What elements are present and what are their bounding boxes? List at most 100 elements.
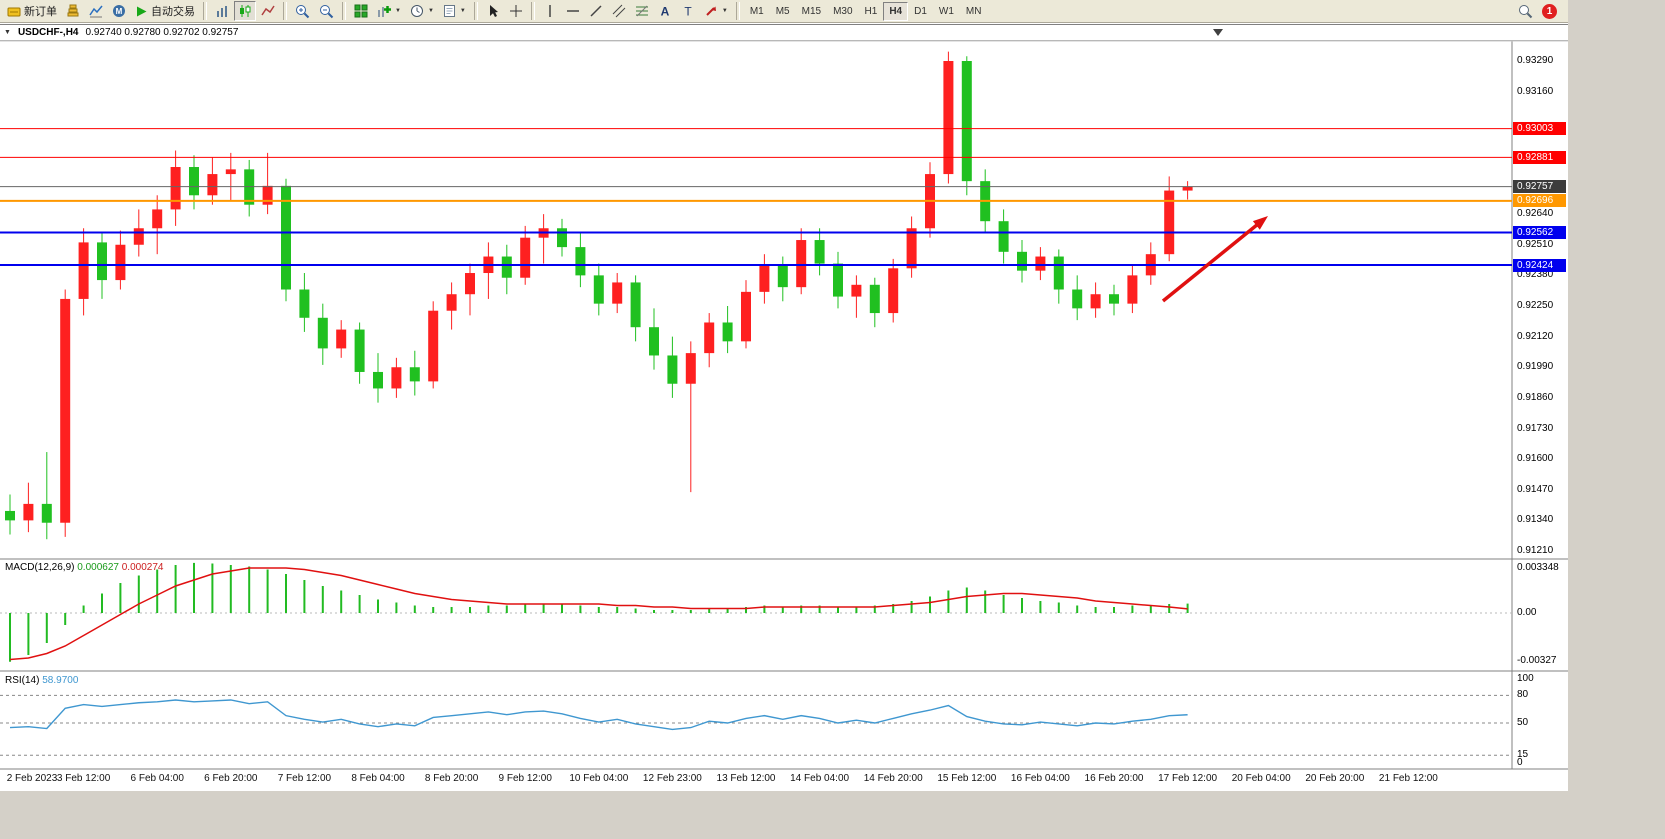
time-axis-label: 8 Feb 20:00	[424, 773, 479, 784]
macd-value-main: 0.000627	[77, 562, 119, 573]
price-level-label: 0.92881	[1513, 150, 1566, 164]
crosshair-button[interactable]	[505, 1, 527, 21]
time-axis-label: 9 Feb 12:00	[498, 773, 552, 784]
price-tick-label: 0.91340	[1517, 514, 1554, 526]
chevron-down-icon: ▼	[427, 8, 434, 14]
svg-text:A: A	[661, 5, 670, 19]
time-axis-label: 15 Feb 12:00	[937, 773, 997, 784]
clock-icon	[410, 5, 423, 17]
macd-label: MACD(12,26,9) 0.000627 0.000274	[5, 562, 163, 573]
cursor-button[interactable]	[482, 1, 504, 21]
bid-price-label: 0.92757	[1513, 180, 1566, 194]
macd-axis-label: 0.00	[1517, 607, 1537, 618]
collapse-chart-icon[interactable]: ▼	[4, 29, 11, 36]
timeframe-w1-button[interactable]: W1	[933, 2, 960, 21]
price-tick-label: 0.92510	[1517, 238, 1554, 250]
price-tick-label: 0.91730	[1517, 422, 1554, 434]
search-button[interactable]	[1514, 1, 1537, 21]
zoom-in-button[interactable]	[291, 1, 314, 21]
time-axis-label: 10 Feb 04:00	[569, 773, 629, 784]
trendline-button[interactable]	[585, 1, 607, 21]
time-axis-label: 6 Feb 20:00	[204, 773, 258, 784]
horizontal-line-button[interactable]	[562, 1, 584, 21]
new-order-button[interactable]: 新订单	[3, 1, 61, 21]
chart-canvas[interactable]	[0, 25, 1568, 791]
price-tick-label: 0.92380	[1517, 269, 1554, 281]
rsi-axis-label: 100	[1517, 673, 1534, 684]
tile-windows-button[interactable]	[350, 1, 372, 21]
timeframe-toolbar: M1 M5 M15 M30 H1 H4 D1 W1 MN	[744, 1, 988, 21]
autotrading-button[interactable]: 自动交易	[131, 1, 199, 21]
bar-chart-button[interactable]	[211, 1, 233, 21]
search-icon	[1519, 4, 1533, 18]
signals-button[interactable]	[85, 1, 107, 21]
new-order-label: 新订单	[24, 6, 57, 18]
time-axis-label: 7 Feb 12:00	[277, 773, 332, 784]
price-tick-label: 0.91990	[1517, 361, 1554, 373]
toolbar-separator	[283, 2, 287, 20]
price-tick-label: 0.93290	[1517, 55, 1554, 66]
vertical-line-button[interactable]	[539, 1, 561, 21]
timeframe-m15-button[interactable]: M15	[796, 2, 827, 21]
line-chart-button[interactable]	[257, 1, 279, 21]
label-icon: T	[684, 5, 692, 19]
fibonacci-icon	[635, 5, 648, 17]
svg-text:T: T	[684, 5, 692, 19]
chevron-down-icon: ▼	[459, 8, 466, 14]
play-icon	[137, 6, 147, 16]
macd-name: MACD(12,26,9)	[5, 562, 75, 573]
chart-info-bar: ▼ USDCHF-,H4 0.92740 0.92780 0.92702 0.9…	[0, 25, 1568, 41]
arrow-object-icon	[706, 6, 716, 16]
timeframe-h4-button[interactable]: H4	[883, 1, 909, 21]
market-button[interactable]	[62, 1, 84, 21]
time-axis-label: 3 Feb 12:00	[56, 773, 111, 784]
symbol-period-label: USDCHF-,H4	[17, 27, 79, 38]
time-axis-label: 17 Feb 12:00	[1158, 773, 1218, 784]
horizontal-line-icon	[566, 10, 579, 12]
timeframe-m30-button[interactable]: M30	[827, 2, 858, 21]
time-axis-label: 8 Feb 04:00	[351, 773, 405, 784]
timeframe-m1-button[interactable]: M1	[744, 2, 770, 21]
rsi-axis-label: 80	[1517, 689, 1529, 701]
price-level-label: 0.92424	[1513, 258, 1566, 272]
candlestick-icon	[240, 5, 251, 17]
timeframe-d1-button[interactable]: D1	[908, 2, 933, 21]
price-tick-label: 0.91600	[1517, 453, 1554, 465]
macd-axis-label: 0.003348	[1517, 562, 1559, 573]
time-axis-label: 21 Feb 12:00	[1378, 773, 1438, 784]
arrows-button[interactable]: ▼	[700, 1, 732, 21]
fibonacci-button[interactable]	[631, 1, 653, 21]
templates-button[interactable]: ▼	[439, 1, 470, 21]
time-axis-label: 20 Feb 20:00	[1305, 773, 1365, 784]
chart-shift-marker[interactable]	[1213, 29, 1223, 36]
ohlc-values: 0.92740 0.92780 0.92702 0.92757	[85, 27, 239, 38]
macd-value-signal: 0.000274	[121, 562, 164, 573]
zoom-out-button[interactable]	[315, 1, 338, 21]
time-axis-label: 12 Feb 23:00	[642, 773, 702, 784]
vertical-line-icon	[549, 5, 551, 17]
timeframe-m5-button[interactable]: M5	[770, 2, 796, 21]
price-level-label: 0.92696	[1513, 194, 1566, 208]
zoom-in-icon	[296, 4, 310, 18]
notification-badge[interactable]: 1	[1542, 3, 1557, 19]
price-tick-label: 0.92250	[1517, 300, 1554, 311]
autotrading-label: 自动交易	[151, 6, 195, 18]
toolbar-separator	[342, 2, 346, 20]
svg-text:M: M	[116, 7, 123, 16]
timeframe-h1-button[interactable]: H1	[859, 2, 884, 21]
add-indicator-icon	[378, 6, 391, 17]
price-tick-label: 0.91860	[1517, 391, 1554, 403]
candlestick-chart-button[interactable]	[234, 1, 256, 21]
time-axis-label: 16 Feb 04:00	[1010, 773, 1070, 784]
indicators-button[interactable]: ▼	[373, 1, 405, 21]
gold-bars-icon	[67, 4, 79, 17]
rsi-label: RSI(14) 58.9700	[5, 675, 78, 686]
text-label-button[interactable]: T	[677, 1, 699, 21]
timeframe-mn-button[interactable]: MN	[960, 2, 988, 21]
periods-button[interactable]: ▼	[406, 1, 438, 21]
mql5-community-button[interactable]: M	[108, 1, 130, 21]
community-icon: M	[113, 5, 125, 17]
equidistant-channel-button[interactable]	[608, 1, 630, 21]
text-button[interactable]: A	[654, 1, 676, 21]
rsi-value: 58.9700	[42, 675, 79, 686]
